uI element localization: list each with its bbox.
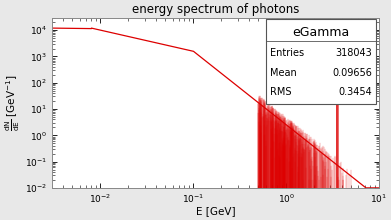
Y-axis label: $\mathregular{\frac{dN}{dE}}$ [GeV$^{-1}$]: $\mathregular{\frac{dN}{dE}}$ [GeV$^{-1}… bbox=[4, 75, 22, 131]
Text: eGamma: eGamma bbox=[292, 26, 350, 39]
Text: Mean: Mean bbox=[270, 68, 297, 78]
Text: 0.3454: 0.3454 bbox=[338, 87, 372, 97]
Text: 318043: 318043 bbox=[335, 48, 372, 58]
FancyBboxPatch shape bbox=[266, 19, 376, 104]
Text: RMS: RMS bbox=[270, 87, 292, 97]
Title: energy spectrum of photons: energy spectrum of photons bbox=[132, 4, 299, 16]
X-axis label: E [GeV]: E [GeV] bbox=[196, 207, 235, 216]
Text: 0.09656: 0.09656 bbox=[332, 68, 372, 78]
Text: Entries: Entries bbox=[270, 48, 304, 58]
